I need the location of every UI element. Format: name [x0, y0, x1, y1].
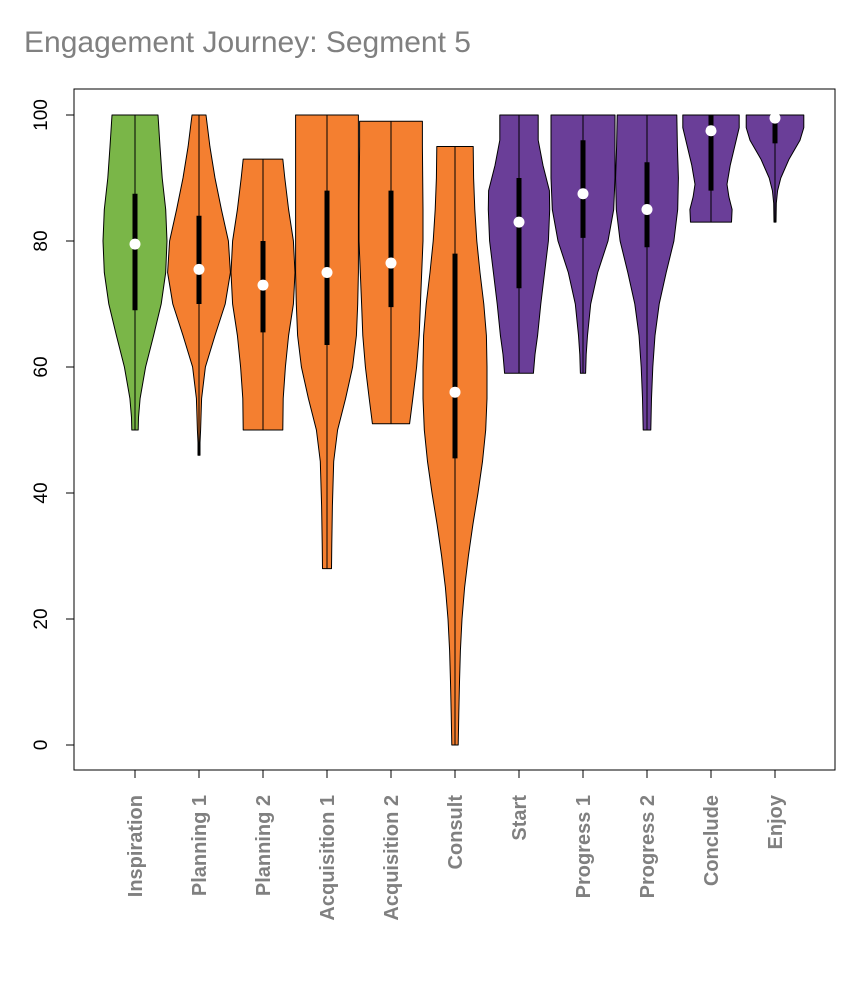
- y-axis: 0 20 40 60 80 100: [31, 99, 74, 750]
- violin-progress-1: [550, 114, 616, 374]
- y-tick-label: 0: [31, 740, 52, 751]
- x-tick-label: Acquisition 1: [317, 795, 339, 921]
- x-tick-label: Consult: [445, 795, 467, 870]
- violins: [102, 112, 805, 746]
- x-tick-label: Planning 1: [189, 795, 211, 896]
- y-tick-label: 40: [31, 482, 52, 503]
- y-tick-label: 20: [31, 608, 52, 629]
- x-tick-label: Planning 2: [253, 795, 275, 896]
- violin-median: [705, 125, 717, 137]
- x-tick-label: Acquisition 2: [381, 795, 403, 921]
- x-axis: Inspiration Planning 1 Planning 2 Acquisiti…: [125, 770, 787, 921]
- violin-progress-2: [615, 114, 679, 431]
- violin-median: [193, 263, 205, 275]
- violin-median: [129, 238, 141, 250]
- violin-median: [385, 257, 397, 269]
- x-tick-label: Progress 2: [637, 795, 659, 898]
- violin-median: [577, 188, 589, 200]
- y-tick-label: 60: [31, 356, 52, 377]
- y-tick-label: 80: [31, 230, 52, 251]
- violin-median: [449, 386, 461, 398]
- violin-median: [513, 216, 525, 228]
- x-tick-label: Inspiration: [125, 795, 147, 897]
- violin-acquisition-1: [295, 114, 359, 570]
- chart-title: Engagement Journey: Segment 5: [24, 26, 471, 59]
- violin-start: [487, 114, 551, 374]
- violin-median: [641, 204, 653, 215]
- violin-enjoy: [745, 112, 805, 223]
- violin-acquisition-2: [358, 120, 424, 425]
- y-tick-label: 100: [31, 99, 52, 131]
- violin-planning-2: [230, 158, 296, 431]
- violin-median: [257, 279, 269, 291]
- violin-median: [769, 112, 781, 124]
- violin-median: [321, 267, 333, 278]
- x-tick-label: Conclude: [701, 795, 723, 886]
- violin-planning-1: [167, 114, 231, 456]
- x-tick-label: Progress 1: [573, 795, 595, 898]
- x-tick-label: Start: [509, 795, 531, 841]
- violin-inspiration: [102, 114, 168, 431]
- violin-consult: [422, 146, 488, 746]
- x-tick-label: Enjoy: [765, 794, 787, 849]
- violin-conclude: [682, 114, 740, 223]
